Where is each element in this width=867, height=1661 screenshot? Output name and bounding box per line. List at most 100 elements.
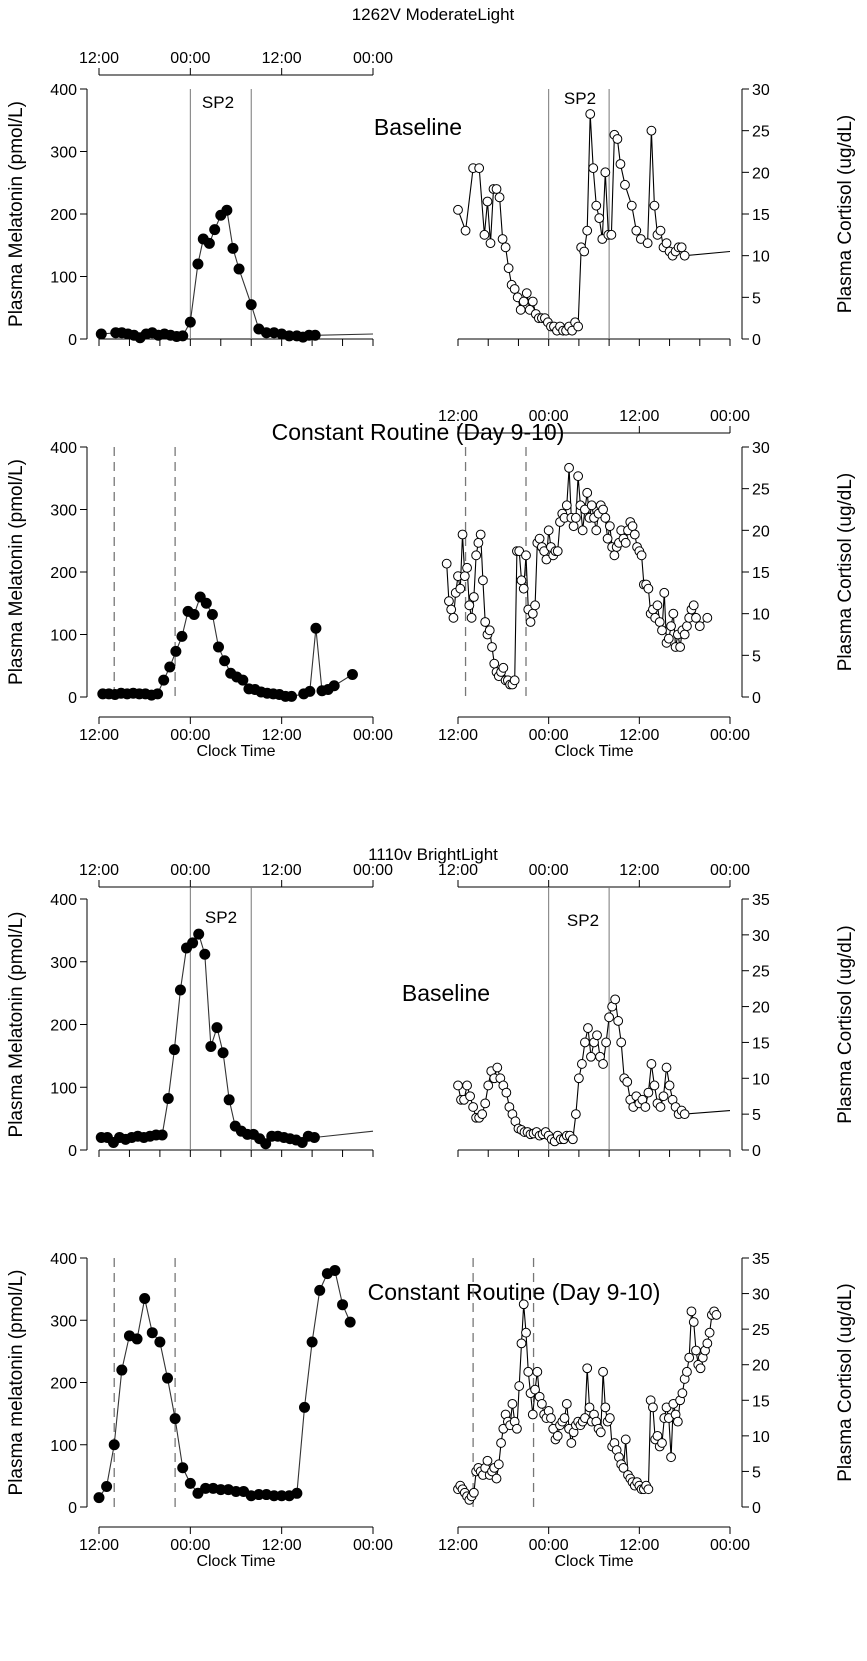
cortisol-point — [493, 1459, 504, 1470]
cortisol-point — [561, 500, 572, 511]
cortisol-point — [471, 550, 482, 561]
y-tick-label: 25 — [752, 964, 770, 981]
x-tick-label: 00:00 — [353, 50, 393, 67]
cortisol-point — [484, 625, 495, 636]
cortisol-point — [453, 1080, 463, 1091]
cortisol-point — [640, 1102, 651, 1112]
cortisol-point — [661, 1062, 672, 1073]
cortisol-point — [604, 521, 615, 532]
chart-panel-4: 0 100 200 300 400 Plasma Melatonin (pmol/L) 12… — [6, 862, 393, 1160]
series-line — [101, 932, 374, 1145]
melatonin-point — [158, 674, 170, 686]
melatonin-point — [184, 316, 196, 328]
cortisol-point — [583, 1023, 593, 1033]
cortisol-point — [532, 1366, 543, 1377]
melatonin-point — [304, 685, 316, 697]
cortisol-point — [711, 1310, 722, 1320]
cortisol-point — [616, 1037, 627, 1048]
cortisol-point — [585, 109, 596, 119]
cortisol-point — [543, 525, 554, 536]
cortisol-point — [515, 304, 526, 315]
y-tick-label: 10 — [752, 249, 770, 266]
cortisol-point — [478, 575, 488, 586]
cortisol-point — [448, 612, 459, 623]
cortisol-point — [509, 675, 520, 686]
y-tick-label: 5 — [752, 1464, 761, 1481]
melatonin-point — [154, 1336, 166, 1348]
cortisol-point — [648, 1402, 658, 1413]
x-tick-label: 00:00 — [170, 1537, 210, 1554]
melatonin-point — [101, 1480, 113, 1492]
x-tick-label: 12:00 — [619, 408, 659, 425]
melatonin-point — [162, 1093, 174, 1105]
cortisol-point — [591, 200, 602, 211]
cortisol-point — [655, 1102, 666, 1112]
cortisol-point — [527, 296, 538, 307]
cortisol-point — [516, 1338, 527, 1349]
cortisol-point — [604, 1413, 615, 1423]
cortisol-point — [643, 583, 654, 594]
cortisol-point — [462, 1080, 472, 1091]
cortisol-point — [468, 1102, 479, 1112]
subject-title-1262v: 1262V ModerateLight — [352, 5, 515, 24]
melatonin-point — [346, 669, 358, 680]
cortisol-point — [487, 642, 497, 652]
cr-title-1110v: Constant Routine (Day 9-10) — [368, 1279, 661, 1305]
cortisol-point — [702, 612, 713, 623]
cortisol-point — [691, 612, 701, 623]
cortisol-point — [642, 238, 653, 249]
x-tick-label: 00:00 — [710, 408, 750, 425]
y-tick-label: 200 — [50, 207, 77, 224]
cortisol-point — [691, 1345, 701, 1356]
y-tick-label: 400 — [50, 440, 77, 457]
cortisol-point — [573, 1073, 584, 1084]
sleep-period-label: SP2 — [205, 908, 237, 927]
melatonin-point — [176, 630, 188, 642]
cortisol-point — [679, 250, 690, 261]
cortisol-point — [568, 521, 579, 532]
cortisol-point — [584, 1402, 595, 1413]
x-tick-label: 12:00 — [262, 862, 302, 879]
melatonin-point — [193, 928, 205, 940]
cortisol-point — [496, 1438, 506, 1448]
cortisol-point — [586, 500, 597, 511]
cortisol-point — [453, 204, 463, 215]
melatonin-point — [205, 1040, 217, 1052]
x-tick-label: 00:00 — [170, 50, 210, 67]
melatonin-point — [188, 609, 200, 620]
cortisol-point — [552, 1430, 563, 1441]
y-axis-label: Plasma Melatonin (pmol/L) — [6, 459, 27, 685]
melatonin-point — [286, 690, 298, 702]
chart-panel-2: 0 100 200 300 400 Plasma Melatonin (pmol/L) 12… — [6, 440, 393, 760]
melatonin-point — [152, 688, 164, 700]
cortisol-point — [598, 504, 608, 515]
cortisol-point — [482, 1455, 493, 1466]
melatonin-point — [164, 661, 176, 673]
y-tick-label: 20 — [752, 523, 770, 540]
y-tick-label: 0 — [68, 690, 77, 707]
cortisol-point — [577, 525, 588, 536]
sleep-period-label: SP2 — [567, 911, 599, 930]
melatonin-point — [237, 674, 249, 686]
cortisol-point — [546, 1413, 556, 1423]
y-tick-label: 30 — [752, 1287, 770, 1304]
cortisol-point — [629, 529, 640, 540]
y-tick-label: 300 — [50, 1313, 77, 1330]
y-tick-label: 0 — [752, 1500, 761, 1517]
cortisol-point — [521, 288, 532, 299]
x-axis-label: Clock Time — [196, 743, 275, 760]
cortisol-point — [676, 242, 687, 253]
cortisol-point — [468, 592, 479, 602]
melatonin-point — [209, 224, 221, 236]
cortisol-point — [570, 512, 581, 523]
cortisol-point — [479, 229, 490, 240]
cortisol-point — [483, 1080, 494, 1091]
cortisol-point — [466, 612, 477, 623]
x-tick-label: 12:00 — [619, 1537, 659, 1554]
y-tick-label: 0 — [752, 332, 761, 349]
cortisol-point — [649, 1080, 660, 1091]
y-tick-label: 400 — [50, 82, 77, 99]
x-tick-label: 12:00 — [619, 862, 659, 879]
cortisol-point — [491, 1473, 502, 1484]
y-tick-label: 35 — [752, 1251, 770, 1268]
